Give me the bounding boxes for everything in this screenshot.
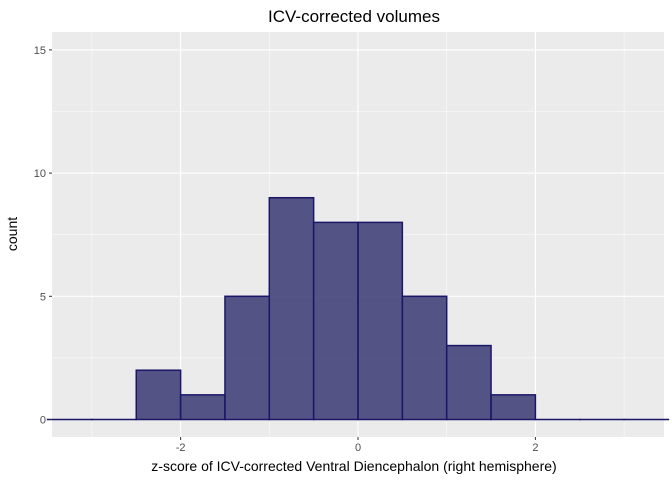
histogram-bar bbox=[224, 295, 271, 421]
y-tick-label: 0 bbox=[40, 415, 46, 427]
y-tick-label: 10 bbox=[34, 168, 46, 180]
histogram-bar bbox=[445, 344, 492, 421]
x-tick-label: 0 bbox=[355, 442, 361, 454]
histogram-bar bbox=[179, 394, 226, 421]
histogram-bar bbox=[268, 196, 315, 421]
y-axis: 0 5 10 15 bbox=[34, 45, 52, 427]
histogram-bar bbox=[490, 394, 537, 421]
x-axis-title: z-score of ICV-corrected Ventral Diencep… bbox=[151, 458, 556, 474]
x-tick-label: -2 bbox=[176, 442, 186, 454]
y-tick-label: 15 bbox=[34, 45, 46, 57]
y-tick-label: 5 bbox=[40, 291, 46, 303]
histogram-bars bbox=[46, 196, 670, 421]
x-tick-label: 2 bbox=[532, 442, 538, 454]
histogram-bar bbox=[312, 221, 359, 421]
x-axis: -2 0 2 bbox=[176, 437, 538, 454]
histogram-bar bbox=[401, 295, 448, 421]
histogram-bar bbox=[135, 369, 182, 421]
histogram-bar bbox=[357, 221, 404, 421]
chart-title: ICV-corrected volumes bbox=[268, 7, 440, 26]
y-axis-title: count bbox=[4, 217, 20, 251]
